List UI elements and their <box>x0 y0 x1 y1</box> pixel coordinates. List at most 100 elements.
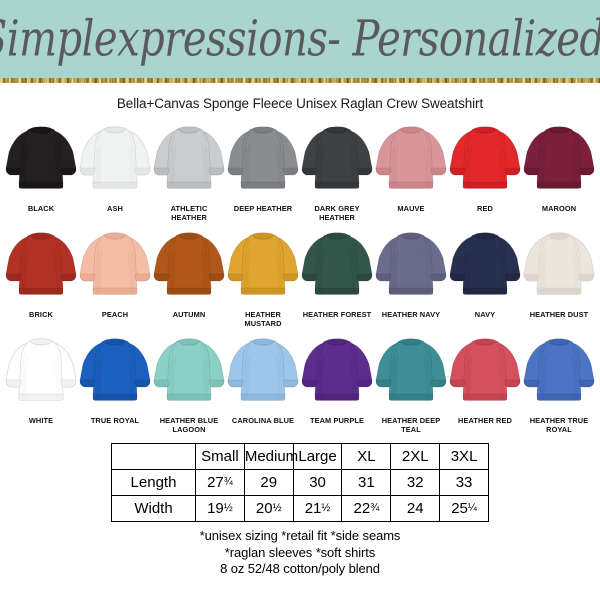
sweatshirt-illustration <box>79 232 151 295</box>
sweatshirt-illustration <box>79 126 151 189</box>
size-table-header-row: Small Medium Large XL 2XL 3XL <box>111 443 489 471</box>
color-swatch-deep-heather[interactable]: DEEP HEATHER <box>226 119 300 223</box>
size-column-header-3xl: 3XL <box>439 443 489 471</box>
sweatshirt-illustration <box>449 232 521 295</box>
sweatshirt-image <box>152 225 226 309</box>
sweatshirt-image <box>4 119 78 203</box>
size-table-corner-cell <box>111 443 196 471</box>
color-swatch-true-royal[interactable]: TRUE ROYAL <box>78 331 152 435</box>
color-name-label: HEATHER NAVY <box>381 309 441 319</box>
sweatshirt-image <box>448 119 522 203</box>
brand-title: Simplexpressions- Personalized! <box>0 10 600 68</box>
sweatshirt-image <box>78 119 152 203</box>
sweatshirt-image <box>374 119 448 203</box>
color-name-label: ATHLETIC HEATHER <box>170 204 208 223</box>
color-swatch-athletic-heather[interactable]: ATHLETIC HEATHER <box>152 119 226 223</box>
color-swatch-heather-navy[interactable]: HEATHER NAVY <box>374 225 448 329</box>
sweatshirt-illustration <box>301 126 373 189</box>
color-name-label: HEATHER DEEP TEAL <box>381 415 441 435</box>
color-swatch-heather-dust[interactable]: HEATHER DUST <box>522 225 596 329</box>
color-name-label: MAUVE <box>397 204 425 213</box>
color-swatch-heather-blue-lagoon[interactable]: HEATHER BLUE LAGOON <box>152 331 226 435</box>
color-name-label: TRUE ROYAL <box>90 415 140 425</box>
color-swatch-mauve[interactable]: MAUVE <box>374 119 448 223</box>
color-swatch-navy[interactable]: NAVY <box>448 225 522 329</box>
sweatshirt-image <box>78 331 152 415</box>
sweatshirt-illustration <box>375 232 447 295</box>
color-name-label: BRICK <box>29 309 53 319</box>
sweatshirt-illustration <box>375 338 447 401</box>
size-value-cell: 30 <box>292 469 343 497</box>
sweatshirt-image <box>522 225 596 309</box>
color-swatch-dark-grey-heather[interactable]: DARK GREY HEATHER <box>300 119 374 223</box>
sweatshirt-image <box>522 331 596 415</box>
color-name-label: ASH <box>107 204 123 213</box>
sweatshirt-image <box>4 225 78 309</box>
sweatshirt-illustration <box>153 232 225 295</box>
size-value-cell: 32 <box>390 469 441 497</box>
sweatshirt-illustration <box>79 338 151 401</box>
color-name-label: HEATHER FOREST <box>302 309 372 319</box>
footer-line-1: *unisex sizing *retail fit *side seams <box>199 528 401 544</box>
size-value-cell: 24 <box>390 495 441 523</box>
sweatshirt-image <box>226 331 300 415</box>
color-swatch-heather-deep-teal[interactable]: HEATHER DEEP TEAL <box>374 331 448 435</box>
size-value-cell: 21½ <box>292 495 343 523</box>
size-value-cell: 22¾ <box>341 495 392 523</box>
color-swatch-heather-forest[interactable]: HEATHER FOREST <box>300 225 374 329</box>
size-row-label-length: Length <box>111 469 196 497</box>
color-name-label: HEATHER MUSTARD <box>244 309 282 329</box>
color-name-label: HEATHER DUST <box>529 309 589 319</box>
color-swatch-maroon[interactable]: MAROON <box>522 119 596 223</box>
color-name-label: HEATHER BLUE LAGOON <box>159 415 219 435</box>
color-name-label: WHITE <box>28 415 54 425</box>
color-swatch-team-purple[interactable]: TEAM PURPLE <box>300 331 374 435</box>
color-swatch-black[interactable]: BLACK <box>4 119 78 223</box>
color-swatch-heather-true-royal[interactable]: HEATHER TRUE ROYAL <box>522 331 596 435</box>
product-title: Bella+Canvas Sponge Fleece Unisex Raglan… <box>116 96 484 111</box>
sweatshirt-image <box>300 331 374 415</box>
sweatshirt-illustration <box>5 126 77 189</box>
sweatshirt-illustration <box>227 232 299 295</box>
size-chart-table: Small Medium Large XL 2XL 3XL Length 27¾ 29 30 31… <box>111 443 489 523</box>
color-name-label: AUTUMN <box>172 309 206 319</box>
sweatshirt-illustration <box>449 338 521 401</box>
color-name-label: DEEP HEATHER <box>233 204 293 213</box>
color-name-label: HEATHER RED <box>458 415 512 425</box>
size-row-label-width: Width <box>111 495 196 523</box>
color-swatch-peach[interactable]: PEACH <box>78 225 152 329</box>
color-name-label: TEAM PURPLE <box>309 415 365 425</box>
sweatshirt-illustration <box>375 126 447 189</box>
color-swatch-ash[interactable]: ASH <box>78 119 152 223</box>
color-name-label: RED <box>477 204 493 213</box>
size-value-cell: 31 <box>341 469 392 497</box>
size-chart-wrapper: Small Medium Large XL 2XL 3XL Length 27¾ 29 30 31… <box>0 443 600 523</box>
sweatshirt-illustration <box>153 126 225 189</box>
sweatshirt-image <box>152 119 226 203</box>
sweatshirt-image <box>152 331 226 415</box>
color-swatch-carolina-blue[interactable]: CAROLINA BLUE <box>226 331 300 435</box>
color-swatch-white[interactable]: WHITE <box>4 331 78 435</box>
sweatshirt-image <box>448 225 522 309</box>
sweatshirt-illustration <box>5 338 77 401</box>
color-swatch-heather-mustard[interactable]: HEATHER MUSTARD <box>226 225 300 329</box>
sweatshirt-illustration <box>523 232 595 295</box>
sweatshirt-illustration <box>523 126 595 189</box>
size-value-cell: 25¼ <box>439 495 489 523</box>
color-name-label: DARK GREY HEATHER <box>314 204 360 223</box>
color-swatch-brick[interactable]: BRICK <box>4 225 78 329</box>
color-name-label: MAROON <box>541 204 577 213</box>
size-column-header-large: Large <box>292 443 343 471</box>
size-column-header-medium: Medium <box>243 443 298 471</box>
footer-line-2: *raglan sleeves *soft shirts <box>224 544 376 560</box>
color-swatch-heather-red[interactable]: HEATHER RED <box>448 331 522 435</box>
sweatshirt-illustration <box>153 338 225 401</box>
color-row-2: BRICK PEACH <box>4 225 596 329</box>
color-name-label: BLACK <box>27 204 55 213</box>
color-swatch-autumn[interactable]: AUTUMN <box>152 225 226 329</box>
sweatshirt-image <box>4 331 78 415</box>
size-column-header-xl: XL <box>341 443 392 471</box>
footer-line-3: 8 oz 52/48 cotton/poly blend <box>220 561 380 577</box>
sweatshirt-image <box>522 119 596 203</box>
color-swatch-red[interactable]: RED <box>448 119 522 223</box>
